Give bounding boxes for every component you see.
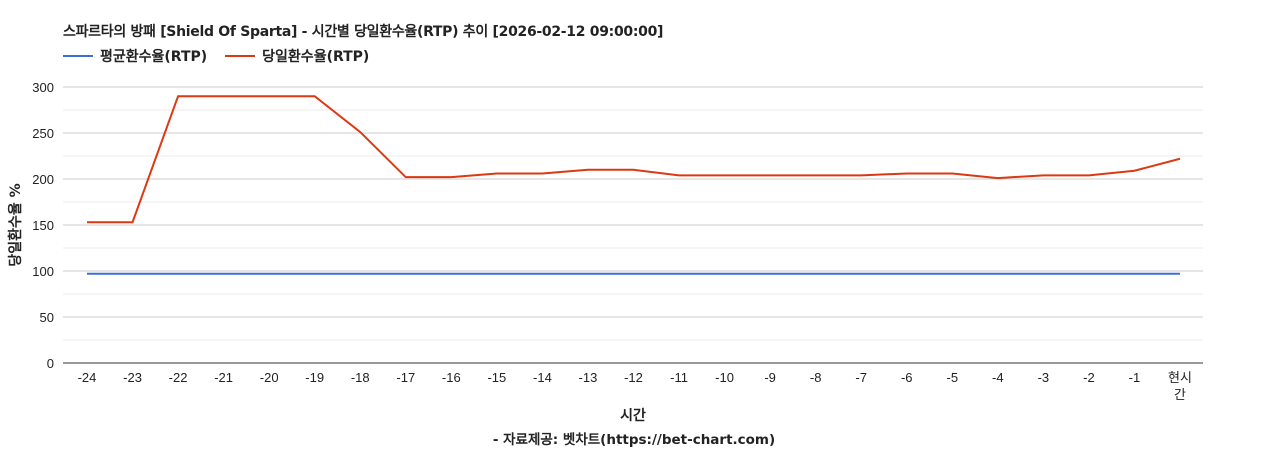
y-tick-label: 200 xyxy=(32,172,54,187)
source-footer: - 자료제공: 벳차트(https://bet-chart.com) xyxy=(492,432,776,448)
x-tick-label: -20 xyxy=(260,370,279,385)
x-tick-label: -1 xyxy=(1129,370,1141,385)
x-tick-label: -14 xyxy=(533,370,552,385)
x-tick-label: -11 xyxy=(670,370,688,385)
legend-swatch-daily xyxy=(225,55,256,57)
series-line-1 xyxy=(87,95,1181,224)
legend-label-average: 평균환수율(RTP) xyxy=(100,49,208,65)
x-tick-label: -18 xyxy=(351,370,370,385)
x-tick-label: -19 xyxy=(305,370,324,385)
x-tick-label: -2 xyxy=(1083,370,1095,385)
legend-item-daily[interactable]: 당일환수율(RTP) xyxy=(225,46,369,66)
legend-swatch-average xyxy=(63,55,93,57)
x-tick-label: -21 xyxy=(214,370,233,385)
x-tick-label: -12 xyxy=(624,370,643,385)
x-tick-label: -17 xyxy=(396,370,415,385)
x-tick-label: -5 xyxy=(947,370,959,385)
x-tick-label: -9 xyxy=(764,370,776,385)
x-tick-label: -16 xyxy=(442,370,461,385)
x-tick-label: -4 xyxy=(992,370,1004,385)
y-tick-label: 100 xyxy=(32,264,54,279)
y-axis-label: 당일환수율 % xyxy=(7,183,24,266)
x-tick-label: -7 xyxy=(855,370,867,385)
legend: 평균환수율(RTP) 당일환수율(RTP) xyxy=(63,46,369,66)
y-tick-label: 300 xyxy=(32,80,54,95)
y-tick-label: 250 xyxy=(32,126,54,141)
y-tick-label: 150 xyxy=(32,218,54,233)
x-tick-label: -15 xyxy=(487,370,506,385)
chart-title: 스파르타의 방패 [Shield Of Sparta] - 시간별 당일환수율(… xyxy=(63,24,664,40)
legend-item-average[interactable]: 평균환수율(RTP) xyxy=(63,46,207,66)
x-tick-label: -6 xyxy=(901,370,913,385)
legend-label-daily: 당일환수율(RTP) xyxy=(262,49,370,65)
x-tick-label: 현시 간 xyxy=(1168,370,1192,402)
x-tick-label: -13 xyxy=(579,370,598,385)
x-axis-label: 시간 xyxy=(620,407,646,424)
y-tick-label: 50 xyxy=(40,310,54,325)
x-tick-label: -22 xyxy=(169,370,188,385)
x-tick-label: -8 xyxy=(810,370,822,385)
x-tick-label: -23 xyxy=(123,370,142,385)
y-tick-label: 0 xyxy=(47,356,54,371)
x-tick-label: -10 xyxy=(715,370,734,385)
x-tick-label: -24 xyxy=(78,370,97,385)
x-tick-label: -3 xyxy=(1038,370,1050,385)
